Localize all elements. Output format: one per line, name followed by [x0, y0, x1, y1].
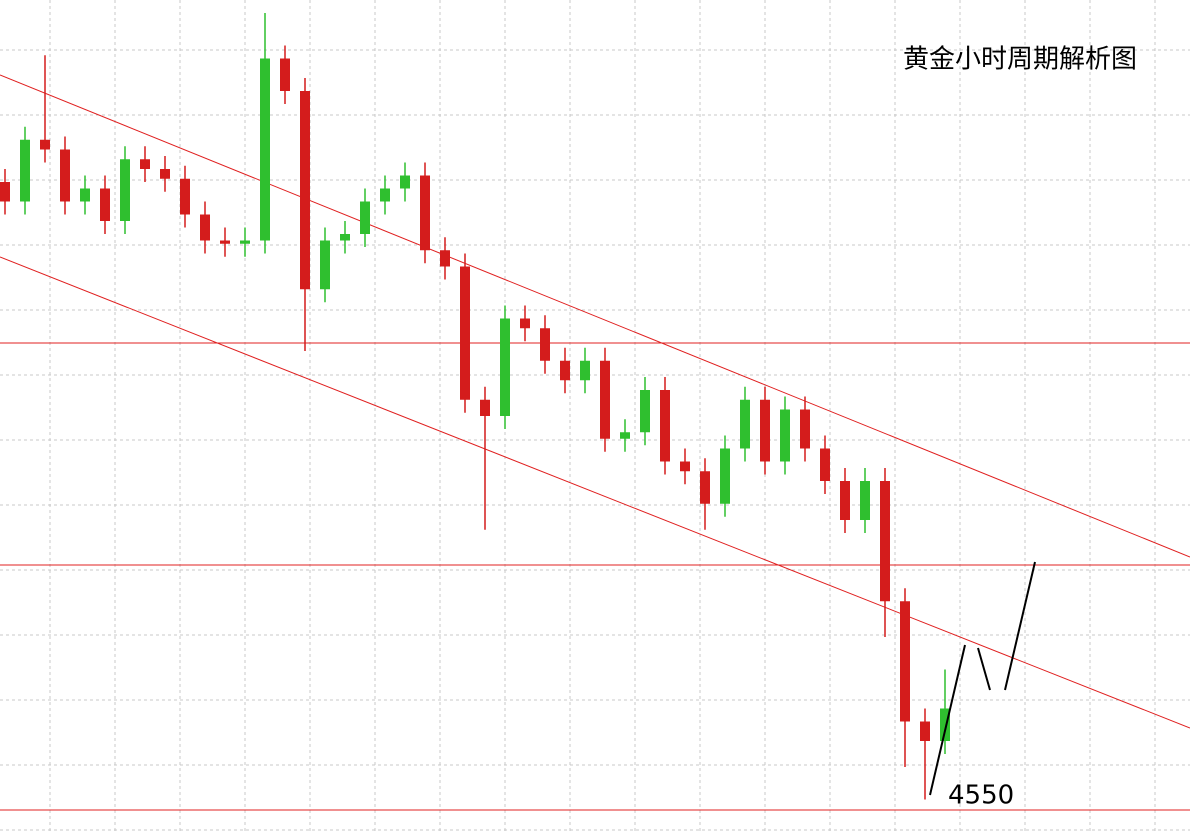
- candle-body: [560, 360, 570, 381]
- forecast-line: [929, 644, 966, 796]
- candle-body: [920, 721, 930, 741]
- candle-body: [160, 169, 170, 179]
- candle-body: [460, 266, 470, 400]
- channel: [0, 74, 1190, 811]
- chart-title: 黄金小时周期解析图: [903, 45, 1137, 75]
- candle-body: [400, 175, 410, 189]
- candle-body: [520, 318, 530, 329]
- candle-body: [900, 601, 910, 722]
- candle-body: [940, 708, 950, 741]
- candle-body: [340, 234, 350, 241]
- candle-body: [100, 188, 110, 221]
- candles: [0, 13, 950, 800]
- candle-body: [880, 481, 890, 602]
- candle-body: [720, 448, 730, 504]
- candle-body: [380, 188, 390, 202]
- candle-body: [80, 188, 90, 202]
- channel-upper: [0, 74, 1190, 558]
- candle-body: [440, 250, 450, 267]
- candle-body: [40, 139, 50, 150]
- candle-body: [0, 182, 10, 202]
- candle-body: [140, 159, 150, 169]
- candle-body: [180, 178, 190, 215]
- candle-body: [420, 175, 430, 251]
- candle-body: [660, 390, 670, 462]
- candle-body: [680, 461, 690, 472]
- forecast-line: [977, 647, 991, 691]
- candle-body: [300, 91, 310, 290]
- candle-body: [20, 139, 30, 202]
- forecast-path: [929, 561, 1036, 796]
- forecast-line: [1004, 561, 1036, 691]
- candle-body: [780, 409, 790, 462]
- candle-body: [280, 58, 290, 91]
- candle-body: [260, 58, 270, 241]
- candle-body: [240, 240, 250, 244]
- candle-body: [220, 240, 230, 244]
- channel-lower: [0, 256, 1190, 729]
- candle-body: [800, 409, 810, 449]
- candle-body: [600, 360, 610, 439]
- candle-body: [60, 149, 70, 202]
- candle-body: [120, 159, 130, 221]
- candle-body: [320, 240, 330, 290]
- candle-body: [760, 399, 770, 462]
- candle-body: [700, 471, 710, 504]
- candle-body: [740, 399, 750, 449]
- candle-body: [480, 399, 490, 416]
- candle-body: [860, 481, 870, 520]
- candle-body: [360, 201, 370, 234]
- candle-body: [640, 390, 650, 433]
- candle-body: [540, 328, 550, 361]
- annotation: 4550: [948, 781, 1014, 811]
- candle-body: [840, 481, 850, 520]
- candle-body: [200, 214, 210, 241]
- candle-body: [580, 360, 590, 381]
- candle-body: [500, 318, 510, 416]
- candle-body: [820, 448, 830, 481]
- candle-body: [620, 432, 630, 439]
